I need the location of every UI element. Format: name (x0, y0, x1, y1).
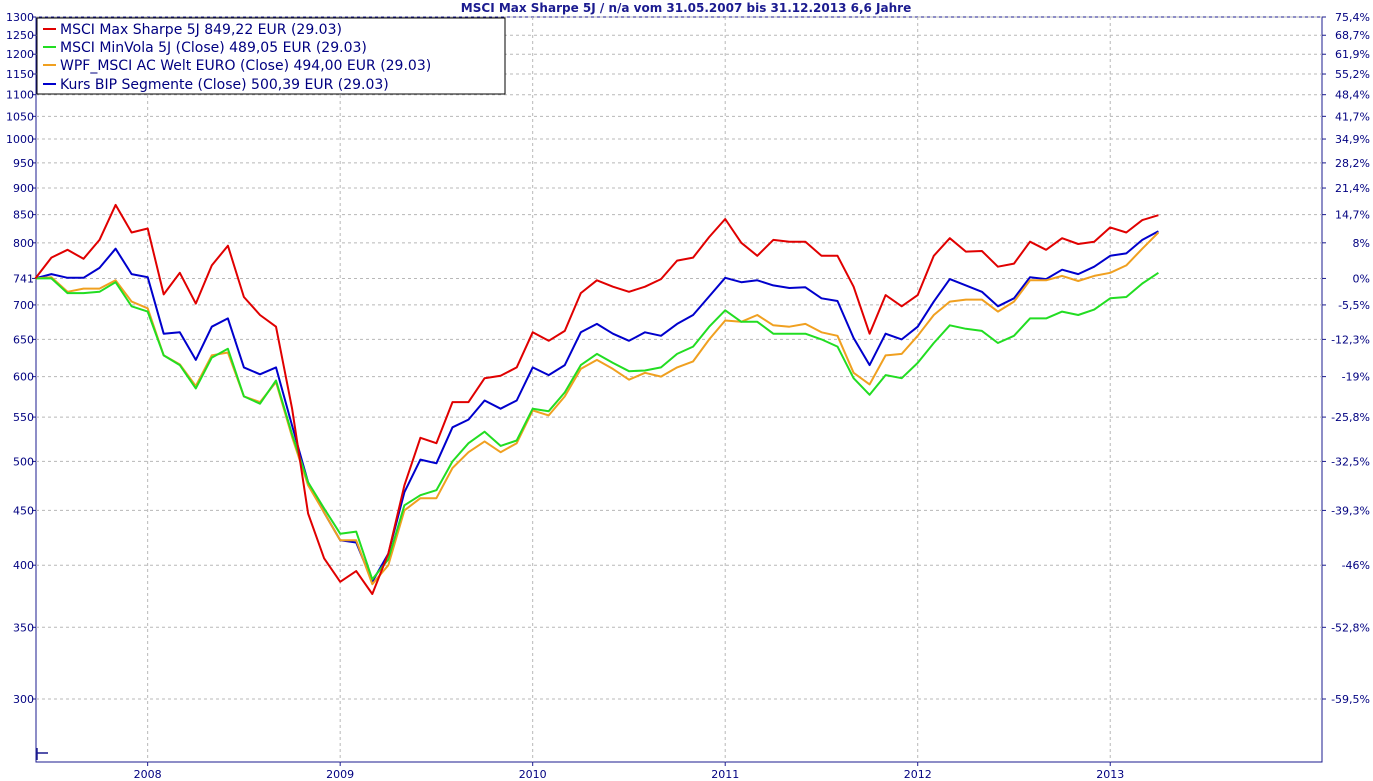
y-tick-label: 741 (13, 272, 34, 285)
series-line-3 (35, 230, 1159, 583)
y-tick-label: 800 (13, 237, 34, 250)
y-right-tick-label: -32,5% (1331, 455, 1370, 468)
x-tick-label: 2011 (711, 768, 739, 781)
legend-label-acwi: WPF_MSCI AC Welt EURO (Close) 494,00 EUR… (60, 58, 431, 74)
y-tick-label: 600 (13, 371, 34, 384)
y-tick-label: 1200 (6, 48, 34, 61)
y-right-tick-label: -19% (1342, 371, 1370, 384)
y-tick-label: 850 (13, 209, 34, 222)
y-tick-label: 1050 (6, 110, 34, 123)
x-axis: 2008 2009 2010 2011 2012 2013 (134, 762, 1124, 781)
y-right-tick-label: 68,7% (1335, 29, 1370, 42)
y-tick-label: 900 (13, 182, 34, 195)
y-tick-label: 1000 (6, 133, 34, 146)
series-line-2 (35, 231, 1160, 586)
y-right-tick-label: -25,8% (1331, 411, 1370, 424)
legend-label-minvola: MSCI MinVola 5J (Close) 489,05 EUR (29.0… (60, 40, 367, 56)
y-right-tick-label: -12,3% (1331, 333, 1370, 346)
y-right-tick-label: -59,5% (1331, 693, 1370, 706)
y-tick-label: 400 (13, 559, 34, 572)
y-tick-label: 1250 (6, 29, 34, 42)
y-right-tick-label: 48,4% (1335, 89, 1370, 102)
y-right-tick-label: 0% (1353, 272, 1370, 285)
y-right-tick-label: 14,7% (1335, 209, 1370, 222)
y-tick-label: 350 (13, 621, 34, 634)
y-tick-label: 950 (13, 157, 34, 170)
y-right-tick-label: 41,7% (1335, 110, 1370, 123)
y-axis-right: 75,4% 68,7% 61,9% 55,2% 48,4% 41,7% 34,9% 28,2%… (1322, 11, 1370, 706)
y-right-tick-label: 28,2% (1335, 157, 1370, 170)
series-layer (34, 203, 1160, 595)
x-tick-label: 2008 (134, 768, 162, 781)
y-right-tick-label: 75,4% (1335, 11, 1370, 24)
x-tick-label: 2010 (519, 768, 547, 781)
y-tick-label: 650 (13, 333, 34, 346)
y-axis-left: 1300 1250 1200 1150 1100 1050 1000 950 900 850 800… (6, 11, 36, 706)
series-line-0 (34, 203, 1159, 595)
y-right-tick-label: -5,5% (1338, 299, 1370, 312)
series-line-1 (35, 271, 1159, 581)
y-right-tick-label: -46% (1342, 559, 1370, 572)
y-tick-label: 300 (13, 693, 34, 706)
y-right-tick-label: 8% (1353, 237, 1370, 250)
legend: MSCI Max Sharpe 5J 849,22 EUR (29.03) MS… (36, 17, 506, 95)
crosshair-cursor-icon (36, 748, 48, 760)
y-tick-label: 450 (13, 504, 34, 517)
x-tick-label: 2009 (326, 768, 354, 781)
legend-box (36, 17, 506, 95)
chart-title: MSCI Max Sharpe 5J / n/a vom 31.05.2007 … (461, 1, 911, 15)
y-right-tick-label: 21,4% (1335, 182, 1370, 195)
x-tick-label: 2012 (904, 768, 932, 781)
y-tick-label: 500 (13, 455, 34, 468)
y-right-tick-label: 34,9% (1335, 133, 1370, 146)
x-tick-label: 2013 (1096, 768, 1124, 781)
y-tick-label: 1150 (6, 68, 34, 81)
y-right-tick-label: -39,3% (1331, 504, 1370, 517)
y-right-tick-label: 61,9% (1335, 48, 1370, 61)
grid-layer (36, 16, 1322, 762)
y-tick-label: 550 (13, 411, 34, 424)
legend-label-max-sharpe: MSCI Max Sharpe 5J 849,22 EUR (29.03) (60, 22, 342, 38)
legend-label-bip: Kurs BIP Segmente (Close) 500,39 EUR (29… (60, 77, 389, 93)
y-tick-label: 1300 (6, 11, 34, 24)
y-right-tick-label: -52,8% (1331, 621, 1370, 634)
y-right-tick-label: 55,2% (1335, 68, 1370, 81)
plot-area (35, 16, 1323, 763)
y-tick-label: 1100 (6, 89, 34, 102)
y-tick-label: 700 (13, 299, 34, 312)
